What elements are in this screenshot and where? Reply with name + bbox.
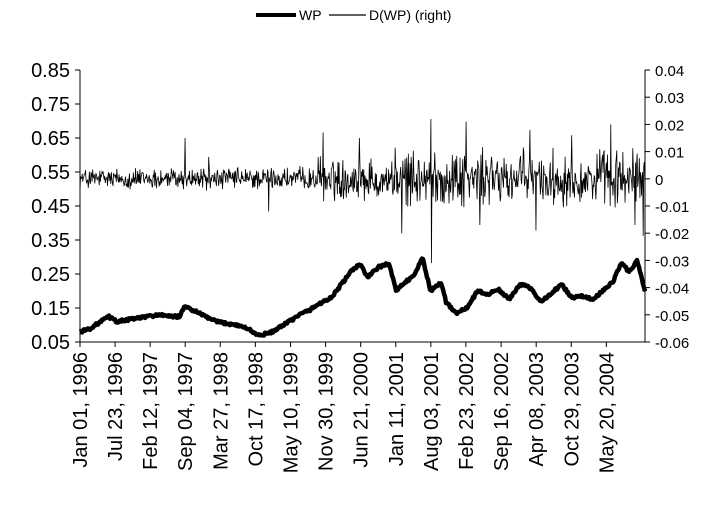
y-left-tick-label: 0.05 (31, 332, 70, 354)
x-tick-label: Apr 08, 2003 (526, 352, 548, 467)
legend-label-wp: WP (299, 7, 322, 23)
x-tick-label: Oct 17, 1998 (245, 352, 267, 467)
y-right-tick-label: -0.01 (655, 199, 689, 216)
x-tick-label: Nov 30, 1999 (316, 352, 338, 471)
y-right-tick-label: -0.02 (655, 226, 689, 243)
y-left-tick-label: 0.55 (31, 162, 70, 184)
series-line-wp (78, 256, 648, 338)
y-right-tick-label: -0.04 (655, 281, 689, 298)
x-tick-label: Aug 03, 2001 (421, 352, 443, 471)
y-left-tick-label: 0.45 (31, 196, 70, 218)
y-right-tick-label: -0.06 (655, 335, 689, 352)
y-left-tick-label: 0.35 (31, 230, 70, 252)
x-tick-label: Sep 16, 2002 (491, 352, 513, 471)
series-layer (78, 118, 648, 338)
y-left-tick-label: 0.75 (31, 94, 70, 116)
x-tick-label: May 10, 1999 (281, 352, 303, 473)
legend-label-dwp: D(WP) (right) (369, 7, 451, 23)
y-left-tick-label: 0.85 (31, 60, 70, 82)
y-right-tick-label: 0.04 (655, 63, 684, 80)
x-tick-labels: Jan 01, 1996 Jul 23, 1996 Feb 12, 1997 Sep … (70, 342, 618, 473)
legend: WP D(WP) (right) (256, 7, 451, 23)
y-right-tick-label: 0.02 (655, 117, 684, 134)
x-tick-label: Oct 29, 2003 (561, 352, 583, 467)
y-left-tick-labels: 0.85 0.75 0.65 0.55 0.45 0.35 0.25 0.15 0.05 (31, 60, 80, 354)
y-left-tick-label: 0.15 (31, 298, 70, 320)
x-tick-label: Jan 11, 2001 (386, 352, 408, 466)
y-right-tick-label: 0.01 (655, 145, 684, 162)
x-tick-label: Sep 04, 1997 (175, 352, 197, 471)
y-right-tick-label: 0.03 (655, 90, 684, 107)
y-left-tick-label: 0.65 (31, 128, 70, 150)
x-tick-label: May 20, 2004 (596, 352, 618, 473)
y-right-tick-labels: 0.04 0.03 0.02 0.01 0 -0.01 -0.02 -0.03 -0.04 -0.… (645, 63, 689, 352)
x-tick-label: Feb 12, 1997 (140, 352, 162, 470)
y-right-tick-label: -0.05 (655, 308, 689, 325)
y-right-tick-label: 0 (655, 172, 663, 189)
axes (79, 70, 646, 343)
y-left-tick-label: 0.25 (31, 264, 70, 286)
series-line-dwp (79, 118, 646, 264)
x-tick-label: Feb 23, 2002 (456, 352, 478, 470)
x-tick-label: Jun 21, 2000 (351, 352, 373, 468)
x-tick-label: Mar 27, 1998 (210, 352, 232, 470)
x-tick-label: Jul 23, 1996 (105, 352, 127, 461)
x-tick-label: Jan 01, 1996 (70, 352, 92, 468)
y-right-tick-label: -0.03 (655, 253, 689, 270)
